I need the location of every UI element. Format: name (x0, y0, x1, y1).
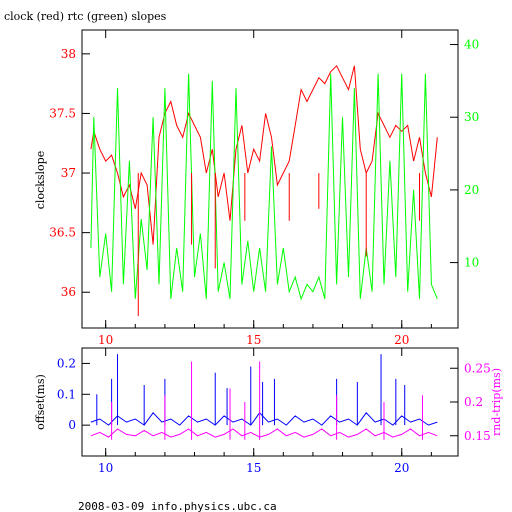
bottom-series-group (90, 354, 438, 440)
top-chart-title: clock (red) rtc (green) slopes (4, 10, 167, 23)
bottom-x-ticks: 10 15 20 (98, 348, 432, 475)
x-tick-label: 15 (246, 461, 261, 475)
y-left-tick-label: 37 (61, 166, 76, 180)
y-left-tick-label: 38 (61, 47, 76, 61)
y-right-tick-label: 20 (464, 183, 479, 197)
series-line-rtc (90, 73, 438, 301)
series-line-offset (90, 412, 438, 426)
top-x-ticks: 10 15 20 (98, 30, 432, 347)
series-line-clock (90, 64, 438, 245)
x-tick-label: 10 (98, 461, 113, 475)
top-series-group (90, 64, 438, 317)
bottom-plot-frame (81, 347, 459, 457)
y-left-tick-label: 0.2 (57, 356, 76, 370)
y-left-tick-label: 36.5 (49, 226, 76, 240)
y-right-tick-label: 0.25 (464, 361, 491, 375)
top-y-right-ticks: 10 20 30 40 (450, 38, 479, 270)
x-tick-label: 20 (394, 461, 409, 475)
y-left-tick-label: 0.1 (57, 387, 76, 401)
top-plot-frame (81, 29, 459, 329)
y-left-tick-label: 36 (61, 285, 76, 299)
x-tick-label: 10 (98, 333, 113, 347)
x-tick-label: 20 (394, 333, 409, 347)
top-y-left-label: clockslope (34, 151, 47, 209)
bottom-y-right-ticks: 0.15 0.2 0.25 (450, 361, 491, 443)
series-line-roundtrip (90, 428, 438, 438)
top-y-left-ticks: 36 36.5 37 37.5 38 (49, 47, 90, 299)
bottom-chart: 10 15 20 0 0.1 0.2 0.15 0.2 0.25 offset(ms) rn… (34, 347, 503, 475)
y-left-tick-label: 37.5 (49, 106, 76, 120)
bottom-y-left-ticks: 0 0.1 0.2 (57, 356, 90, 432)
footer-text: 2008-03-09 info.physics.ubc.ca (78, 500, 277, 512)
x-tick-label: 15 (246, 333, 261, 347)
y-right-tick-label: 0.15 (464, 429, 491, 443)
bottom-y-right-label: rnd-trip(ms) (490, 368, 503, 436)
bottom-y-left-label: offset(ms) (34, 374, 47, 430)
y-right-tick-label: 0.2 (464, 395, 483, 409)
y-left-tick-label: 0 (68, 418, 76, 432)
y-right-tick-label: 40 (464, 38, 479, 52)
top-chart: clock (red) rtc (green) slopes 10 15 20 36… (4, 10, 479, 347)
y-right-tick-label: 30 (464, 110, 479, 124)
y-right-tick-label: 10 (464, 256, 479, 270)
